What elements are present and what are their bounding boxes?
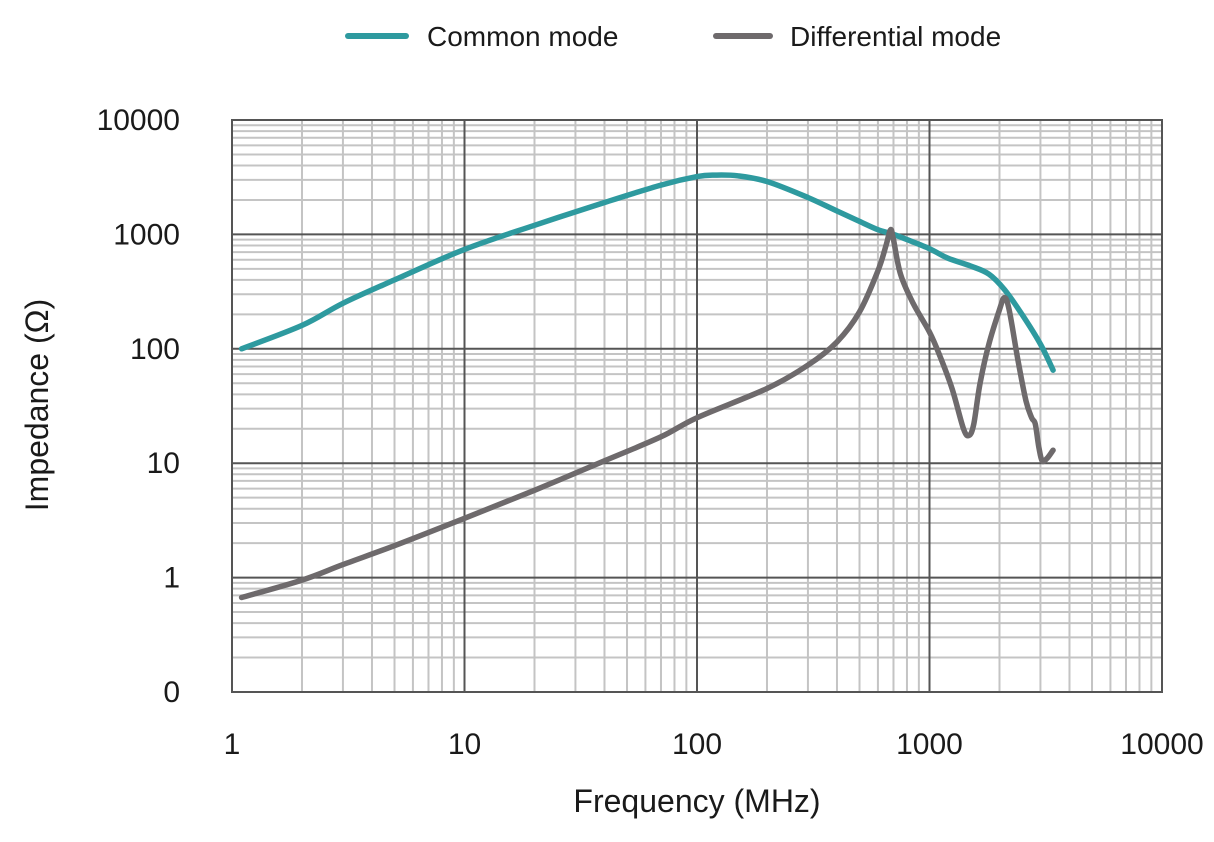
- y-axis-title: Impedance (Ω): [19, 299, 55, 511]
- x-axis-title: Frequency (MHz): [573, 783, 820, 819]
- x-tick-label: 10000: [1120, 728, 1203, 761]
- x-tick-label: 10: [448, 728, 481, 761]
- differential-mode-series-line: [238, 226, 1056, 601]
- y-tick-label: 100: [130, 333, 180, 366]
- minor-gridlines: [232, 120, 1162, 692]
- y-tick-label: 10: [147, 447, 180, 480]
- legend-label-common-mode: Common mode: [427, 21, 618, 52]
- x-tick-label: 100: [672, 728, 722, 761]
- plot-frame: [231, 119, 1163, 693]
- x-tick-labels: 1 10 100 1000 10000: [224, 728, 1204, 761]
- x-tick-label: 1000: [896, 728, 963, 761]
- legend-label-differential-mode: Differential mode: [790, 21, 1001, 52]
- y-tick-label: 10000: [97, 104, 180, 137]
- y-tick-labels: 0 1 10 100 1000 10000: [97, 104, 180, 709]
- common-mode-series-line: [238, 172, 1056, 373]
- y-tick-label: 1: [163, 562, 180, 595]
- series-layer: [238, 172, 1056, 601]
- major-gridlines: [232, 120, 1162, 692]
- y-tick-label: 1000: [113, 218, 180, 251]
- legend: Common mode Differential mode: [345, 21, 1001, 52]
- y-tick-label: 0: [163, 676, 180, 709]
- x-tick-label: 1: [224, 728, 241, 761]
